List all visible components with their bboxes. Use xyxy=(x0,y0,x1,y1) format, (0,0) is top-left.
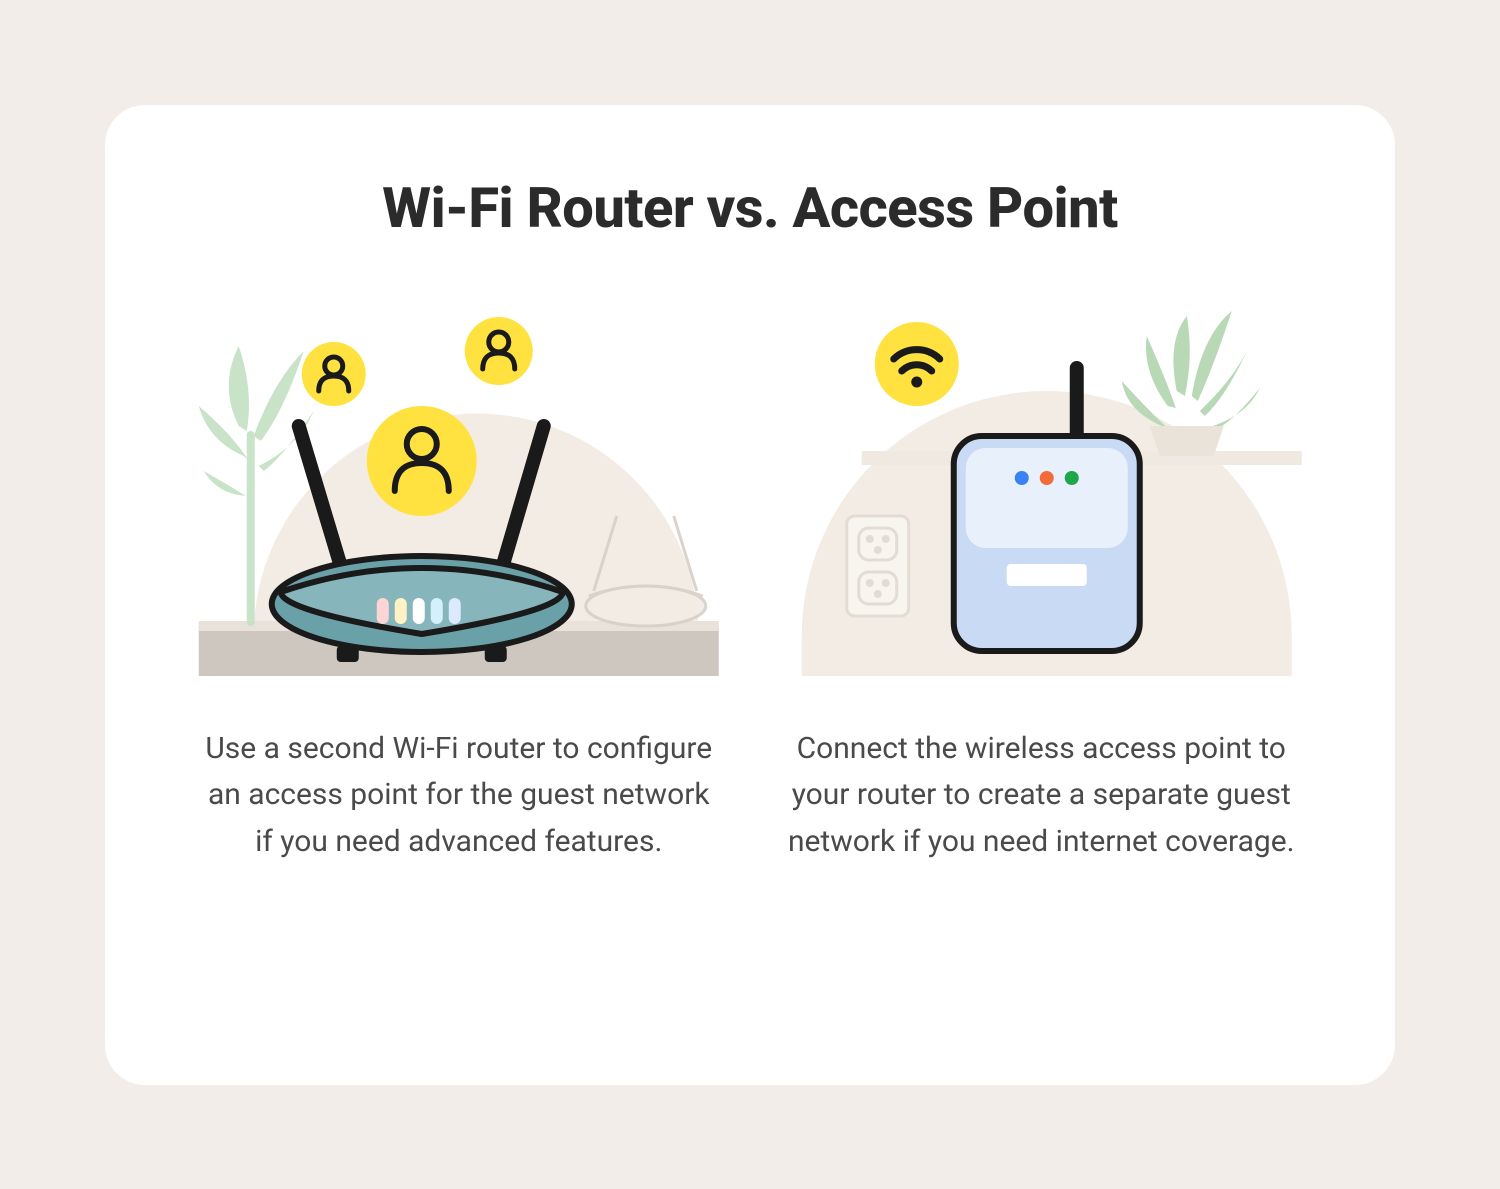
router-column: Use a second Wi-Fi router to configure a… xyxy=(195,296,723,1015)
access-point-illustration xyxy=(778,296,1306,676)
infographic-title: Wi-Fi Router vs. Access Point xyxy=(195,175,1305,241)
infographic-card: Wi-Fi Router vs. Access Point xyxy=(105,105,1395,1085)
router-description: Use a second Wi-Fi router to configure a… xyxy=(195,726,723,866)
access-point-column: Connect the wireless access point to you… xyxy=(778,296,1306,1015)
router-illustration xyxy=(195,296,723,676)
columns: Use a second Wi-Fi router to configure a… xyxy=(195,296,1305,1015)
access-point-description: Connect the wireless access point to you… xyxy=(778,726,1306,866)
